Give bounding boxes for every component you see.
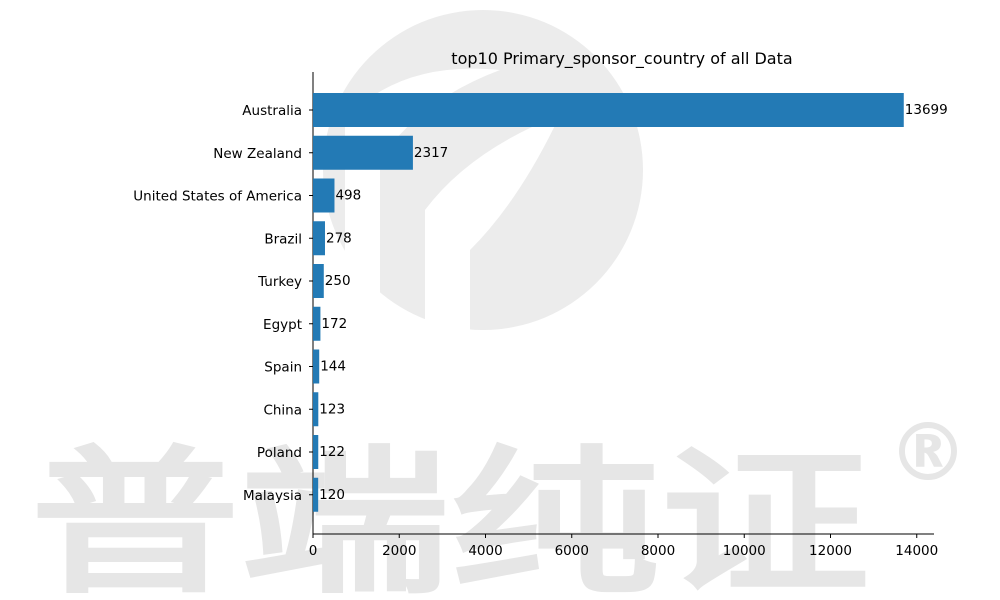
watermark: 普端纯证 ® — [30, 10, 968, 600]
x-tick-label: 14000 — [895, 543, 938, 559]
x-tick-label: 4000 — [468, 543, 502, 559]
data-label: 120 — [319, 487, 345, 503]
x-tick-label: 6000 — [555, 543, 589, 559]
value-labels: 13699 2317 498 278 250 172 144 123 122 120 — [319, 102, 948, 503]
bar — [313, 306, 321, 341]
bar — [313, 93, 904, 127]
data-label: 278 — [326, 230, 352, 246]
data-label: 144 — [320, 359, 346, 375]
chart-title: top10 Primary_sponsor_country of all Dat… — [451, 49, 792, 69]
bar — [313, 221, 325, 256]
category-label: New Zealand — [213, 146, 302, 162]
watermark-text: 普端纯证 — [30, 432, 870, 600]
bars — [313, 93, 904, 512]
x-tick-label: 10000 — [723, 543, 766, 559]
data-label: 13699 — [905, 102, 948, 118]
category-label: Poland — [257, 445, 302, 461]
bar — [313, 477, 319, 512]
watermark-logo — [323, 10, 643, 331]
category-label: Spain — [264, 360, 302, 376]
bar — [313, 392, 319, 427]
category-label: China — [263, 402, 302, 418]
category-label: Australia — [242, 103, 302, 119]
data-label: 250 — [325, 273, 351, 289]
data-label: 122 — [319, 444, 345, 460]
data-label: 498 — [335, 188, 361, 204]
category-label: Turkey — [257, 274, 302, 290]
bar — [313, 349, 320, 384]
category-labels: Australia New Zealand United States of Ame… — [133, 103, 313, 504]
x-tick-label: 12000 — [809, 543, 852, 559]
data-label: 123 — [319, 401, 345, 417]
bar — [313, 178, 335, 213]
data-label: 172 — [321, 316, 347, 332]
bar — [313, 135, 413, 170]
data-label: 2317 — [414, 145, 448, 161]
category-label: United States of America — [133, 189, 302, 205]
x-tick-label: 0 — [309, 543, 318, 559]
x-axis-ticks: 0 2000 4000 6000 8000 10000 12000 14000 — [309, 534, 938, 559]
watermark-registered-mark: ® — [888, 406, 968, 499]
bar — [313, 435, 319, 469]
x-tick-label: 8000 — [641, 543, 675, 559]
category-label: Egypt — [263, 317, 302, 333]
category-label: Malaysia — [243, 488, 302, 504]
category-label: Brazil — [264, 231, 302, 247]
bar — [313, 264, 324, 298]
x-tick-label: 2000 — [382, 543, 416, 559]
